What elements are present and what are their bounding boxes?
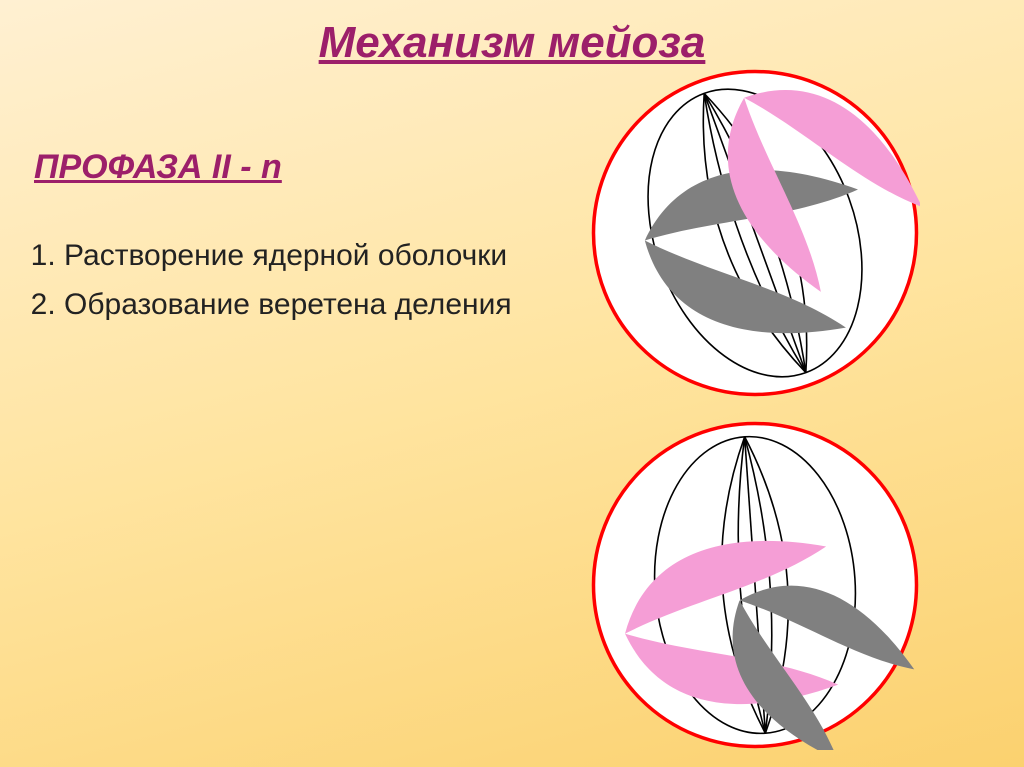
cell-diagram [590, 68, 920, 398]
list-item: Образование веретена деления [64, 285, 514, 326]
list-item: Растворение ядерной оболочки [64, 236, 514, 277]
cell-diagram [590, 420, 920, 750]
phase-subtitle: ПРОФАЗА II - n [34, 148, 282, 187]
bullet-list: Растворение ядерной оболочки Образование… [34, 236, 514, 333]
slide-title: Механизм мейоза [0, 18, 1024, 68]
